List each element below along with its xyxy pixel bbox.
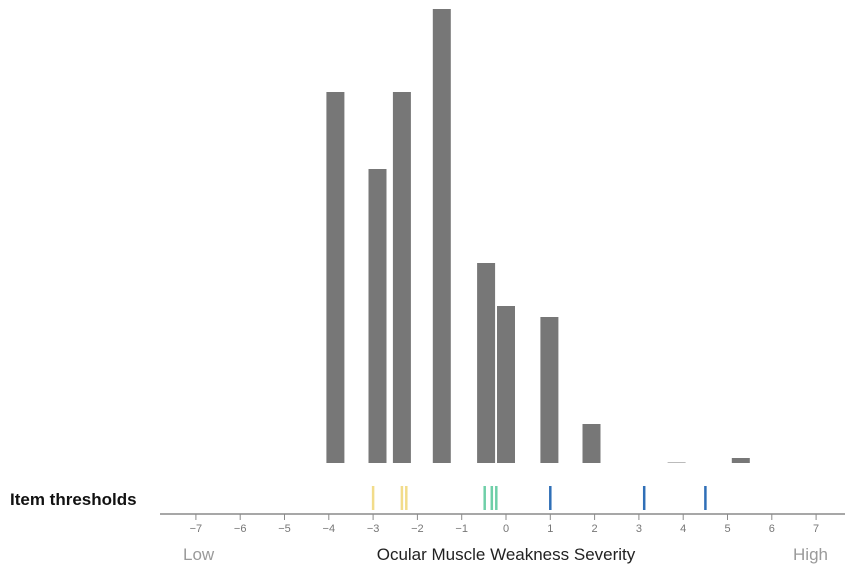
x-tick-label: 1 (547, 523, 553, 535)
histogram-bar-4 (477, 263, 496, 463)
x-tick-label: −3 (367, 523, 380, 535)
x-tick-label: 5 (724, 523, 730, 535)
histogram-bar-9 (731, 458, 750, 463)
x-tick-label: 6 (769, 523, 775, 535)
histogram-bar-5 (497, 306, 515, 463)
histogram-bar-6 (540, 317, 559, 463)
histogram-bar-3 (432, 9, 451, 463)
ticks-layer: −7 −6 −5 −4 −3 −2 −1 0 1 2 3 4 5 6 7 (190, 514, 819, 535)
x-tick-label: 3 (636, 523, 642, 535)
x-tick-label: −4 (323, 523, 336, 535)
x-tick-label: 7 (813, 523, 819, 535)
x-tick-label: 4 (680, 523, 686, 535)
high-label: High (793, 545, 828, 564)
histogram-bar-1 (368, 169, 387, 463)
x-tick-label: −2 (411, 523, 424, 535)
bars-layer (326, 9, 750, 463)
x-axis-title: Ocular Muscle Weakness Severity (377, 545, 636, 564)
item-thresholds-label: Item thresholds (10, 490, 137, 509)
x-tick-label: 0 (503, 523, 509, 535)
histogram-bar-0 (326, 92, 345, 463)
thresholds-layer (371, 486, 707, 510)
x-tick-label: −6 (234, 523, 247, 535)
x-tick-label: −5 (278, 523, 291, 535)
histogram-bar-7 (582, 424, 601, 463)
histogram-bar-2 (392, 92, 411, 463)
x-tick-label: −1 (455, 523, 468, 535)
x-tick-label: 2 (592, 523, 598, 535)
histogram-bar-8 (667, 462, 686, 463)
x-tick-label: −7 (190, 523, 203, 535)
low-label: Low (183, 545, 215, 564)
